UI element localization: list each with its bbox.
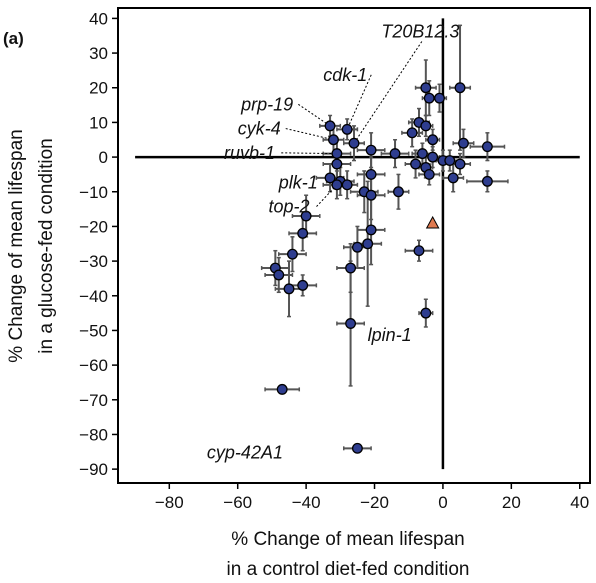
data-point [341, 179, 353, 191]
data-point [406, 127, 418, 139]
annotation-label: lpin-1 [368, 325, 412, 345]
data-point [328, 134, 339, 146]
y-tick-label: −60 [79, 356, 108, 375]
panel-label: (a) [3, 29, 24, 48]
data-point [345, 318, 357, 329]
annotation-label: cdk-1 [323, 65, 367, 85]
data-point [297, 227, 309, 239]
data-point [276, 383, 288, 395]
annotation-leader-line [285, 128, 334, 141]
annotation-label: plk-1 [278, 172, 318, 192]
data-point [444, 155, 456, 167]
data-point [345, 262, 357, 274]
data-point [389, 148, 401, 160]
y-tick-label: 40 [89, 9, 108, 28]
error-bars [260, 24, 509, 453]
data-point [351, 442, 363, 454]
data-point [341, 123, 353, 135]
y-axis-ticks: 40 30 20 10 0 −10 −20 −30 −40 −50 −60 −70 −80 −90 [79, 9, 118, 479]
data-point [300, 210, 312, 222]
x-axis-ticks: −80 −60 −40 −20 0 20 40 [155, 483, 589, 512]
data-point [420, 82, 432, 94]
y-tick-label: −20 [79, 217, 108, 236]
annotation-leader-line [298, 103, 331, 127]
data-point [413, 245, 425, 257]
data-point [365, 189, 377, 201]
data-point [454, 158, 466, 170]
annotation-label: top-2 [268, 197, 309, 217]
data-point [324, 172, 336, 184]
data-point [362, 238, 374, 250]
reference-triangle-point [425, 215, 440, 229]
data-point [273, 269, 285, 281]
data-point [457, 137, 469, 149]
x-tick-label: −20 [360, 493, 389, 512]
x-tick-label: 40 [570, 493, 589, 512]
data-point [427, 151, 439, 163]
data-point [423, 92, 435, 104]
data-point [427, 134, 439, 146]
annotation-leaders [281, 41, 423, 207]
data-point [410, 158, 422, 170]
x-tick-label: −60 [223, 493, 252, 512]
annotation-leader-line [281, 152, 337, 155]
data-point [365, 144, 377, 156]
y-axis-title-line1: % Change of mean lifespan [6, 129, 27, 362]
annotation-label: cyp-42A1 [207, 443, 283, 463]
data-point [331, 179, 343, 191]
y-tick-label: −70 [79, 391, 108, 410]
data-point [283, 283, 295, 295]
data-point [434, 92, 445, 104]
annotation-leader-line [346, 74, 372, 130]
annotation-label: ruvb-1 [224, 143, 275, 163]
data-point [454, 82, 466, 94]
x-tick-label: 20 [502, 493, 521, 512]
x-tick-label: 0 [438, 493, 447, 512]
annotation-label: prp-19 [240, 94, 293, 114]
data-point [365, 168, 377, 180]
x-axis-title-line1: % Change of mean lifespan [231, 529, 464, 550]
x-axis-title-line2: in a control diet-fed condition [227, 559, 470, 580]
y-axis-title-line2: in a glucose-fed condition [36, 138, 57, 353]
data-point [331, 158, 343, 170]
y-tick-label: −50 [79, 321, 108, 340]
data-point [286, 248, 298, 260]
data-point [331, 148, 343, 160]
annotation-label: T20B12.3 [381, 21, 459, 41]
data-point [416, 148, 428, 160]
annotation-leader-line [353, 41, 423, 144]
y-tick-label: 30 [89, 44, 108, 63]
data-point [393, 186, 404, 198]
y-tick-label: −40 [79, 287, 108, 306]
data-point [423, 168, 435, 180]
data-point [420, 307, 432, 319]
data-point [297, 279, 309, 291]
data-point [481, 175, 493, 187]
y-tick-label: 20 [89, 79, 108, 98]
data-point [351, 241, 363, 253]
y-tick-label: 0 [99, 148, 108, 167]
data-point [324, 120, 336, 132]
plot-frame [117, 7, 591, 484]
data-point [481, 141, 493, 153]
y-tick-label: 10 [89, 113, 108, 132]
data-points [269, 82, 493, 454]
y-tick-label: −80 [79, 425, 108, 444]
data-point [420, 120, 432, 132]
data-point [348, 137, 360, 149]
x-tick-label: −80 [155, 493, 184, 512]
y-tick-label: −90 [79, 460, 108, 479]
data-point [365, 224, 377, 236]
annotation-label: cyk-4 [238, 119, 281, 139]
x-tick-label: −40 [292, 493, 321, 512]
y-tick-label: −10 [79, 183, 108, 202]
y-tick-label: −30 [79, 252, 108, 271]
data-point [447, 172, 459, 184]
